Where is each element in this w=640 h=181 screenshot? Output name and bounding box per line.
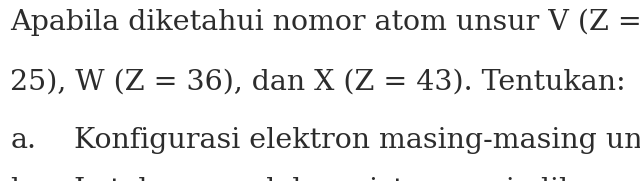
Text: Letak unsur dalam sistem periodik unsur: Letak unsur dalam sistem periodik unsur	[74, 177, 640, 181]
Text: Apabila diketahui nomor atom unsur V (Z =: Apabila diketahui nomor atom unsur V (Z …	[10, 9, 640, 36]
Text: b.: b.	[10, 177, 37, 181]
Text: 25), W (Z = 36), dan X (Z = 43). Tentukan:: 25), W (Z = 36), dan X (Z = 43). Tentuka…	[10, 69, 626, 96]
Text: a.: a.	[10, 127, 36, 154]
Text: Konfigurasi elektron masing-masing unsur: Konfigurasi elektron masing-masing unsur	[74, 127, 640, 154]
